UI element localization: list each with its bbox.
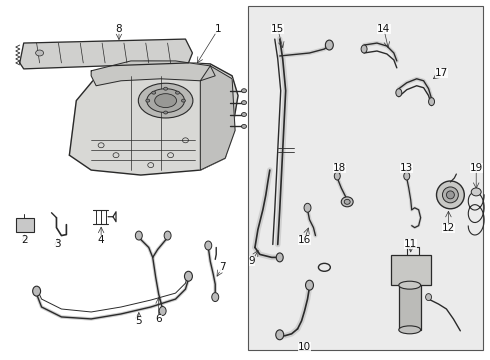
Bar: [391, 255, 431, 285]
Polygon shape: [91, 61, 215, 86]
Ellipse shape: [426, 294, 432, 301]
Ellipse shape: [396, 89, 402, 96]
Ellipse shape: [159, 306, 166, 315]
Text: 18: 18: [333, 163, 346, 173]
Ellipse shape: [164, 111, 168, 114]
Ellipse shape: [135, 231, 142, 240]
Ellipse shape: [446, 191, 454, 199]
Text: 14: 14: [377, 24, 391, 34]
Text: 13: 13: [400, 163, 414, 173]
Ellipse shape: [147, 89, 184, 113]
Ellipse shape: [152, 91, 156, 94]
Ellipse shape: [175, 91, 179, 94]
Text: 12: 12: [442, 222, 455, 233]
Ellipse shape: [138, 83, 193, 118]
Ellipse shape: [471, 188, 481, 196]
Polygon shape: [70, 61, 238, 175]
Bar: [16, 218, 34, 231]
Ellipse shape: [361, 45, 367, 53]
Text: 3: 3: [54, 239, 61, 249]
Ellipse shape: [164, 231, 171, 240]
Ellipse shape: [276, 330, 284, 340]
Polygon shape: [20, 39, 193, 69]
Bar: [399, 285, 420, 330]
Ellipse shape: [205, 241, 212, 250]
Ellipse shape: [304, 203, 311, 212]
Ellipse shape: [442, 187, 458, 203]
Ellipse shape: [404, 172, 410, 180]
Ellipse shape: [344, 199, 350, 204]
Bar: [248, 6, 483, 350]
Text: 10: 10: [298, 342, 311, 352]
Ellipse shape: [341, 197, 353, 207]
Ellipse shape: [242, 125, 246, 129]
Ellipse shape: [36, 50, 44, 56]
Text: 5: 5: [136, 316, 142, 326]
Text: 19: 19: [469, 163, 483, 173]
Ellipse shape: [306, 280, 314, 290]
Ellipse shape: [33, 286, 41, 296]
Ellipse shape: [164, 87, 168, 90]
Ellipse shape: [429, 98, 435, 105]
Polygon shape: [200, 66, 235, 170]
Ellipse shape: [184, 271, 193, 281]
Text: 6: 6: [155, 314, 162, 324]
Ellipse shape: [399, 281, 420, 289]
Ellipse shape: [155, 94, 176, 108]
Text: 1: 1: [215, 24, 221, 34]
Text: 8: 8: [116, 24, 122, 34]
Text: 17: 17: [435, 68, 448, 78]
Ellipse shape: [242, 113, 246, 117]
Ellipse shape: [276, 253, 283, 262]
Text: 11: 11: [404, 239, 417, 249]
Text: 16: 16: [298, 234, 311, 244]
Ellipse shape: [212, 293, 219, 302]
Text: 4: 4: [98, 234, 104, 244]
Ellipse shape: [242, 100, 246, 105]
Ellipse shape: [325, 40, 333, 50]
Text: 7: 7: [219, 262, 225, 272]
Ellipse shape: [242, 89, 246, 93]
Ellipse shape: [399, 326, 420, 334]
Text: 2: 2: [22, 234, 28, 244]
Ellipse shape: [146, 99, 150, 102]
Text: 9: 9: [248, 256, 255, 266]
Text: 15: 15: [271, 24, 284, 34]
Ellipse shape: [334, 172, 340, 180]
Ellipse shape: [181, 99, 185, 102]
Ellipse shape: [437, 181, 465, 209]
